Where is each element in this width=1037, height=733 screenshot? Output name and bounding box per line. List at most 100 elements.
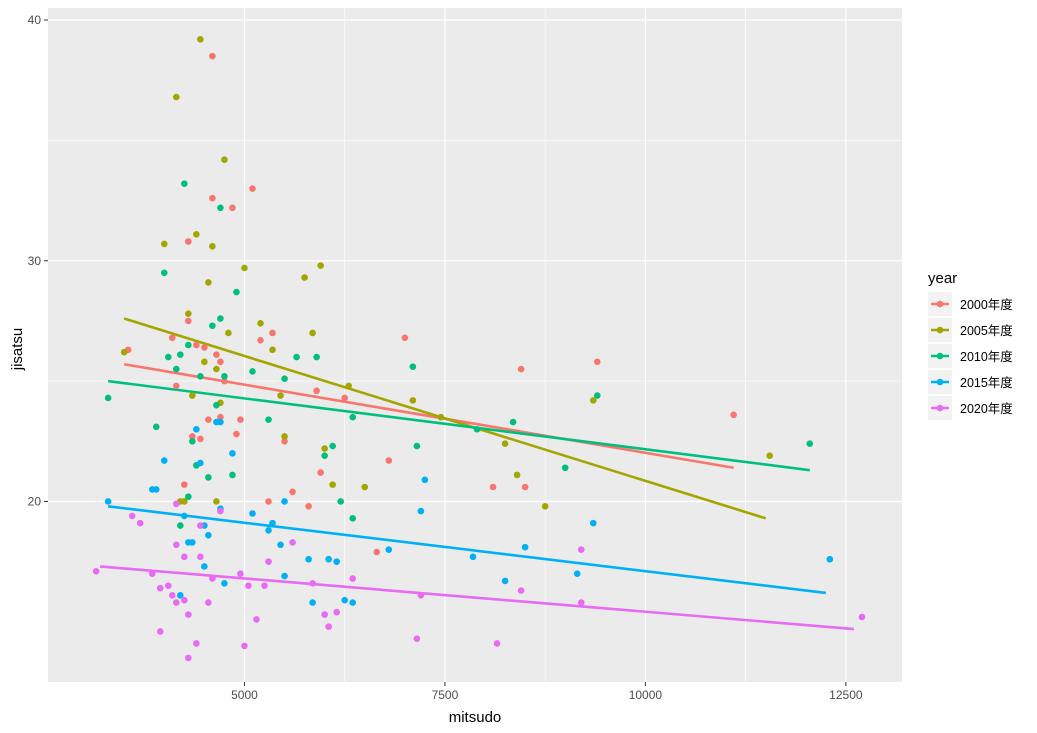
data-point [573,570,581,577]
data-point [229,471,236,479]
data-point [197,459,204,467]
data-point [185,238,192,245]
data-point [156,628,164,635]
data-point [385,457,393,464]
trend-line [100,565,854,631]
data-point [181,481,188,488]
data-point [168,592,176,599]
data-point [173,365,180,373]
y-axis: 20 30 40 [28,13,48,508]
data-point [541,502,549,510]
major-gridlines [48,8,902,682]
legend-label: 2005年度 [960,323,1013,338]
legend-key-point [936,352,944,360]
data-point [152,486,160,493]
data-point [221,377,228,385]
data-point [313,387,320,395]
data-point [730,411,737,419]
data-point [181,596,188,604]
data-point [309,329,316,337]
y-axis-title: jisatsu [9,328,26,372]
data-point [521,483,529,491]
data-point [345,382,353,390]
data-point [209,575,216,582]
data-point [509,418,517,426]
data-point [217,507,224,515]
data-point [317,262,324,269]
trend-line [107,379,810,472]
data-point [401,334,409,342]
data-point [293,353,300,361]
data-point [309,580,316,587]
data-point [164,582,172,590]
data-point [205,599,212,606]
data-point [281,437,288,445]
data-point [197,35,204,43]
data-point [501,577,509,585]
data-point [265,416,272,423]
data-point [277,541,284,549]
data-point [577,546,585,553]
data-point [173,599,180,606]
data-point [181,498,188,505]
data-point [193,425,200,433]
legend-label: 2020年度 [960,401,1013,416]
data-point [281,572,288,580]
x-axis: 5000 7500 10000 12500 [231,682,863,702]
data-point [257,320,264,327]
data-point [321,445,328,452]
data-point [281,375,288,383]
legend-items: 2000年度 2005年度 2010年度 2015年度 2020年度 [928,292,1013,420]
data-point [148,570,156,577]
data-point [333,558,340,565]
data-point [257,336,264,344]
data-point [136,519,144,527]
data-point [152,423,160,431]
data-point [417,592,425,599]
legend-label: 2000年度 [960,297,1013,312]
data-point [201,358,208,366]
data-point [237,570,244,577]
data-point [189,433,196,440]
data-point [413,635,421,642]
data-point [201,563,208,570]
x-tick-label: 5000 [231,688,258,702]
data-point [181,180,188,188]
data-point [120,348,128,356]
data-point [349,515,357,522]
legend-key-point [936,404,944,412]
data-point [217,204,224,212]
data-point [173,541,180,549]
data-point [197,522,204,529]
data-point [253,616,260,623]
data-point [589,519,597,527]
legend-key-point [936,300,944,308]
x-axis-title: mitsudo [449,709,502,726]
data-point [185,310,192,318]
data-point [281,498,288,505]
data-point [349,413,357,421]
data-point [160,269,168,277]
data-point [858,613,866,621]
data-point [301,274,308,281]
data-point [249,368,256,375]
data-point [237,416,244,423]
legend-title: year [928,270,957,287]
data-point [265,498,272,505]
data-point [221,372,228,380]
data-point [185,654,192,662]
data-point [217,358,224,366]
data-point [521,543,529,551]
data-point [826,555,834,563]
x-tick-label: 7500 [432,688,459,702]
data-point [321,452,328,460]
data-point [305,555,312,563]
legend-item: 2010年度 [928,344,1013,368]
data-point [373,548,381,556]
trend-line [123,317,767,520]
data-point [193,341,200,349]
data-point [201,344,208,351]
data-point [409,363,417,370]
data-point [213,365,220,373]
data-point [325,623,332,630]
